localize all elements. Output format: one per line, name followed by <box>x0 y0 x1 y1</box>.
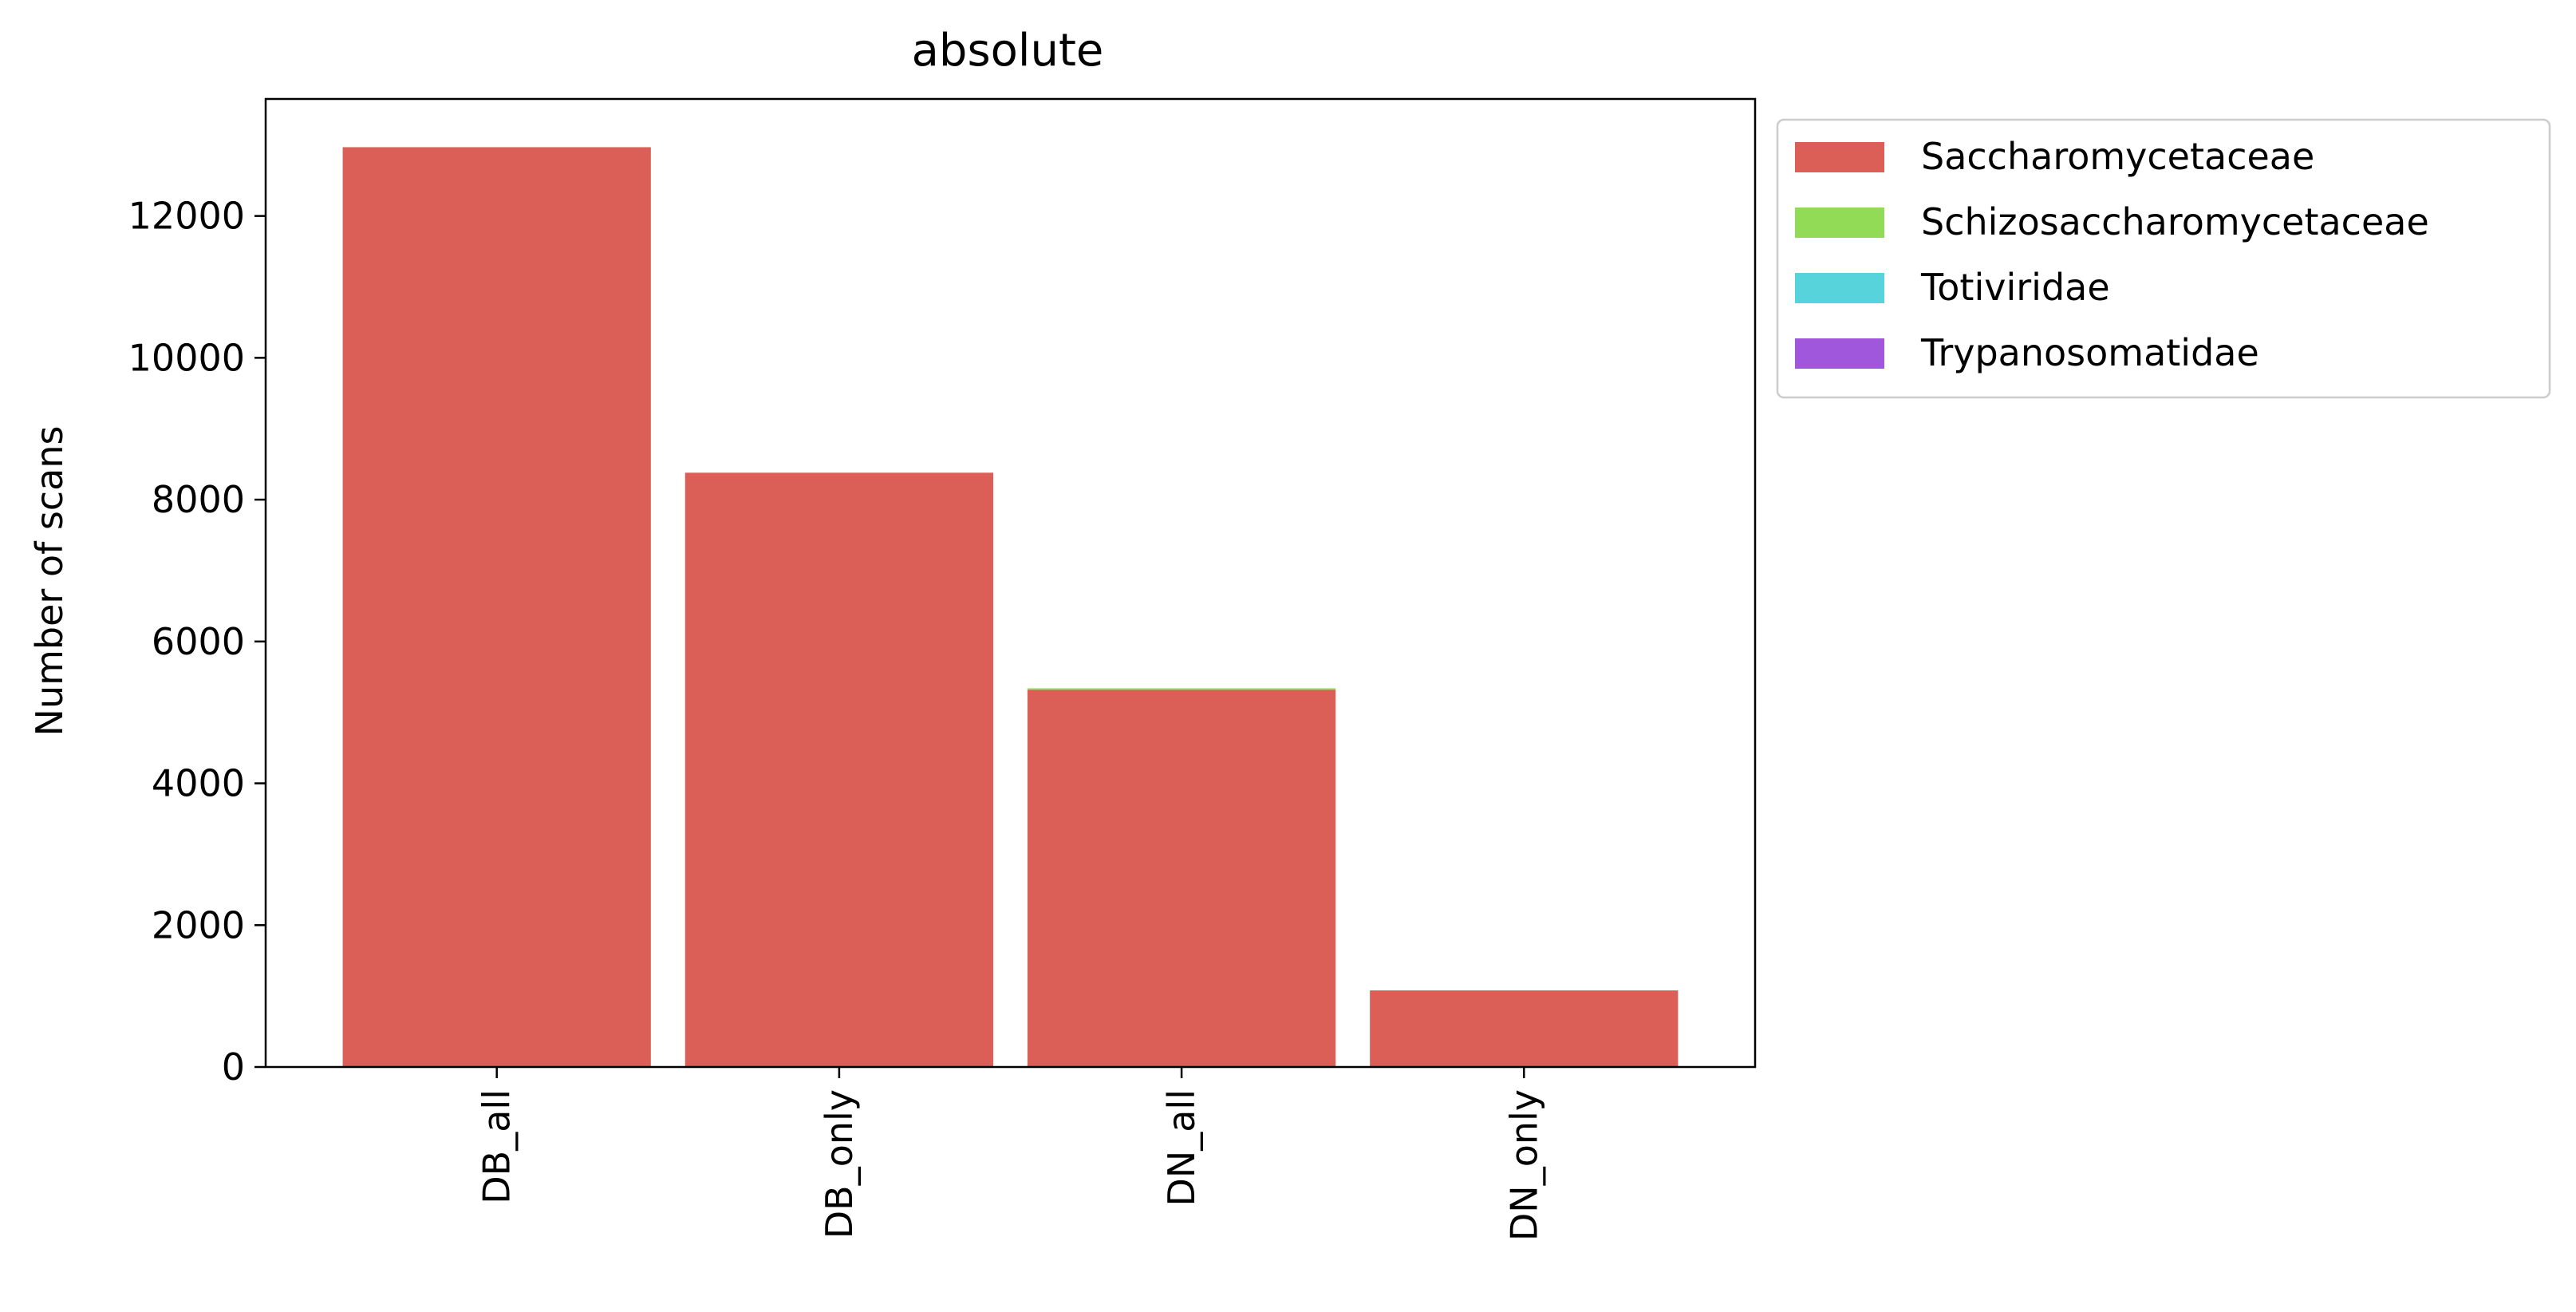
bar-DB_only-saccharomycetaceae <box>684 472 994 1067</box>
bar-DB_all-saccharomycetaceae <box>342 147 651 1067</box>
y-tick-label: 0 <box>222 1045 245 1089</box>
legend-swatch <box>1795 338 1884 369</box>
legend-frame <box>1776 118 2551 399</box>
x-tick-label: DN_only <box>1502 1089 1545 1241</box>
legend: Saccharomycetaceae Schizosaccharomycetace… <box>1776 118 2551 399</box>
legend-label: Schizosaccharomycetaceae <box>1921 200 2429 243</box>
y-tick-label: 2000 <box>152 903 245 946</box>
x-tick-label: DB_all <box>475 1089 519 1204</box>
legend-label: Trypanosomatidae <box>1920 331 2259 374</box>
y-tick-label: 6000 <box>152 620 245 663</box>
bar-DN_only-saccharomycetaceae <box>1370 990 1679 1067</box>
y-tick-label: 8000 <box>152 478 245 521</box>
bars-layer <box>342 147 1679 1067</box>
legend-label: Saccharomycetaceae <box>1921 135 2314 178</box>
plot-frame <box>264 97 1757 1069</box>
y-axis-label: Number of scans <box>28 426 71 737</box>
legend-swatch <box>1795 207 1884 238</box>
bar-DN_all-saccharomycetaceae <box>1027 690 1336 1067</box>
y-tick-label: 10000 <box>128 336 245 379</box>
x-tick-label: DB_only <box>818 1089 861 1239</box>
legend-label: Totiviridae <box>1920 266 2110 309</box>
y-tick-label: 12000 <box>128 195 245 238</box>
axes-layer: DB_all DB_only DN_all DN_only 0 2000 4000 6000 8… <box>128 97 1757 1241</box>
bar-DN_all-schizosaccharomycetaceae <box>1027 688 1336 690</box>
y-tick-label: 4000 <box>152 762 245 805</box>
x-tick-label: DN_all <box>1160 1089 1203 1207</box>
legend-swatch <box>1795 273 1884 303</box>
chart-title: absolute <box>912 25 1104 77</box>
legend-swatch <box>1795 142 1884 172</box>
